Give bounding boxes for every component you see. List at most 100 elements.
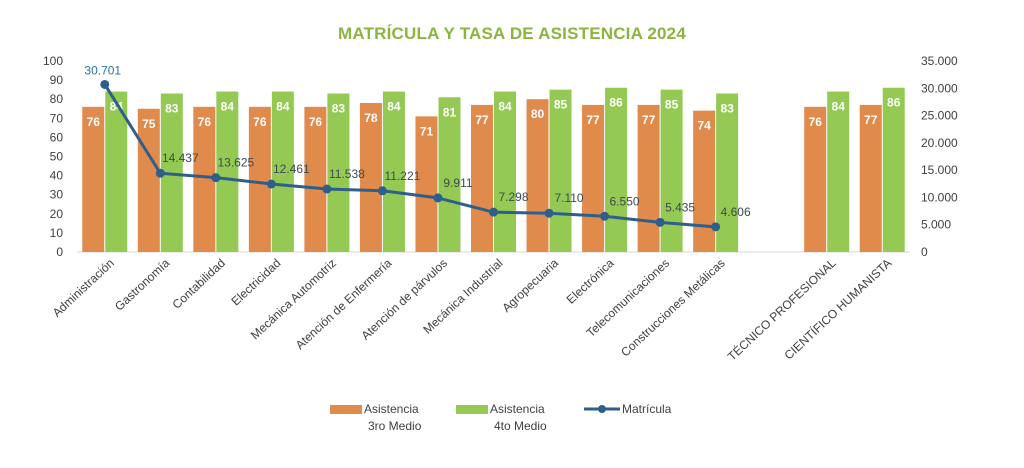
y-left-tick-label: 20 [50, 207, 64, 221]
point-matricula [100, 79, 110, 89]
bar-label-asistencia-3ro: 76 [253, 115, 267, 129]
point-matricula [711, 222, 721, 232]
bar-label-asistencia-4to: 84 [276, 100, 290, 114]
y-left-tick-label: 90 [50, 73, 64, 87]
point-matricula [489, 207, 498, 217]
bar-asistencia-4to [105, 91, 128, 252]
bar-label-asistencia-3ro: 76 [309, 115, 323, 129]
x-tick-label: Gastronomía [112, 256, 173, 314]
y-left-tick-label: 80 [50, 92, 64, 106]
y-left-tick-label: 30 [50, 188, 64, 202]
y-left-tick-label: 70 [50, 111, 64, 125]
bar-label-asistencia-4to: 83 [332, 101, 346, 115]
point-label-matricula: 4.606 [721, 205, 751, 219]
point-label-matricula: 14.437 [162, 151, 199, 165]
y-right-tick-label: 25.000 [921, 109, 958, 123]
legend-label-asistencia-3ro-line2: 3ro Medio [368, 419, 422, 433]
bar-asistencia-4to [438, 97, 461, 252]
bar-label-asistencia-4to: 84 [221, 100, 235, 114]
x-tick-label: Construcciones Metálicas [618, 256, 728, 359]
y-right-tick-label: 30.000 [921, 81, 958, 95]
bar-asistencia-4to [271, 91, 294, 252]
bar-asistencia-4to [382, 91, 405, 252]
bar-asistencia-3ro [582, 104, 605, 253]
bar-label-asistencia-4to: 86 [609, 96, 623, 110]
bar-asistencia-3ro [526, 99, 549, 252]
bar-label-asistencia-3ro: 77 [864, 113, 878, 127]
x-tick-label: Electrónica [564, 256, 617, 307]
y-left-tick-label: 100 [43, 54, 63, 68]
legend-label-asistencia-4to: Asistencia 4to Medio [490, 401, 547, 435]
bar-label-asistencia-4to: 83 [165, 101, 179, 115]
y-right-tick-label: 10.000 [921, 190, 958, 204]
legend-label-asistencia-4to-line1: Asistencia [490, 402, 545, 416]
bar-label-asistencia-4to: 85 [665, 98, 679, 112]
bar-label-asistencia-4to: 84 [832, 100, 846, 114]
bar-label-asistencia-3ro: 80 [531, 107, 545, 121]
bar-asistencia-3ro [82, 106, 105, 252]
point-label-matricula: 12.461 [273, 162, 310, 176]
bar-asistencia-4to [882, 87, 905, 253]
bar-label-asistencia-3ro: 77 [475, 113, 489, 127]
y-left-tick-label: 40 [50, 169, 64, 183]
point-matricula [266, 179, 276, 189]
bar-asistencia-4to [827, 91, 850, 252]
point-matricula [600, 211, 610, 221]
bar-asistencia-3ro [304, 106, 327, 252]
bar-asistencia-3ro [471, 104, 493, 253]
point-matricula [322, 184, 332, 194]
point-label-matricula: 13.625 [217, 156, 254, 170]
bar-asistencia-4to [605, 87, 628, 253]
bar-asistencia-4to [327, 93, 350, 252]
y-right-tick-label: 20.000 [921, 136, 958, 150]
legend-swatch-asistencia-3ro [330, 405, 362, 414]
point-matricula [377, 186, 387, 196]
y-left-tick-label: 0 [56, 245, 63, 259]
y-right-tick-label: 35.000 [921, 54, 958, 68]
point-label-matricula: 30.701 [84, 63, 121, 77]
point-matricula [211, 173, 221, 183]
bar-asistencia-4to [549, 89, 572, 253]
bar-asistencia-3ro [637, 104, 660, 253]
bar-asistencia-3ro [359, 103, 382, 253]
bar-asistencia-3ro [693, 110, 716, 252]
point-label-matricula: 9.911 [443, 176, 472, 190]
point-matricula [544, 208, 554, 218]
point-matricula [433, 193, 443, 203]
point-matricula [655, 217, 665, 227]
x-tick-label: Agropecuaria [499, 256, 561, 315]
point-label-matricula: 6.550 [610, 194, 640, 208]
point-label-matricula: 11.538 [329, 167, 365, 181]
bar-label-asistencia-4to: 81 [443, 105, 457, 119]
bar-label-asistencia-3ro: 71 [420, 124, 434, 138]
bar-asistencia-4to [660, 89, 683, 253]
bar-label-asistencia-3ro: 76 [809, 115, 823, 129]
bar-label-asistencia-3ro: 77 [586, 113, 600, 127]
bar-label-asistencia-3ro: 75 [142, 117, 156, 131]
bar-asistencia-4to [494, 91, 516, 252]
bar-asistencia-3ro [859, 104, 882, 253]
bar-asistencia-4to [216, 91, 239, 252]
x-tick-label: CIENTÍFICO HUMANISTA [781, 255, 894, 362]
x-tick-label: TÉCNICO PROFESIONAL [724, 255, 839, 364]
bar-asistencia-3ro [804, 106, 827, 252]
bar-asistencia-3ro [248, 106, 271, 252]
legend-label-matricula-line1: Matrícula [622, 402, 672, 416]
y-right-tick-label: 0 [921, 245, 928, 259]
bar-label-asistencia-3ro: 76 [87, 115, 101, 129]
bar-label-asistencia-4to: 86 [887, 96, 901, 110]
point-label-matricula: 7.110 [554, 191, 583, 205]
point-label-matricula: 7.298 [498, 190, 528, 204]
bar-label-asistencia-3ro: 77 [642, 113, 656, 127]
x-tick-label: Electricidad [228, 256, 283, 309]
point-label-matricula: 5.435 [665, 200, 695, 214]
legend-swatch-asistencia-4to [456, 405, 488, 414]
legend-label-asistencia-3ro-line1: Asistencia [364, 402, 419, 416]
line-matricula [103, 83, 716, 229]
bar-asistencia-3ro [415, 116, 438, 252]
legend-label-matricula: Matrícula [622, 401, 671, 418]
point-matricula [155, 168, 165, 178]
y-right-tick-label: 5.000 [921, 218, 951, 232]
legend-label-asistencia-4to-line2: 4to Medio [494, 419, 547, 433]
